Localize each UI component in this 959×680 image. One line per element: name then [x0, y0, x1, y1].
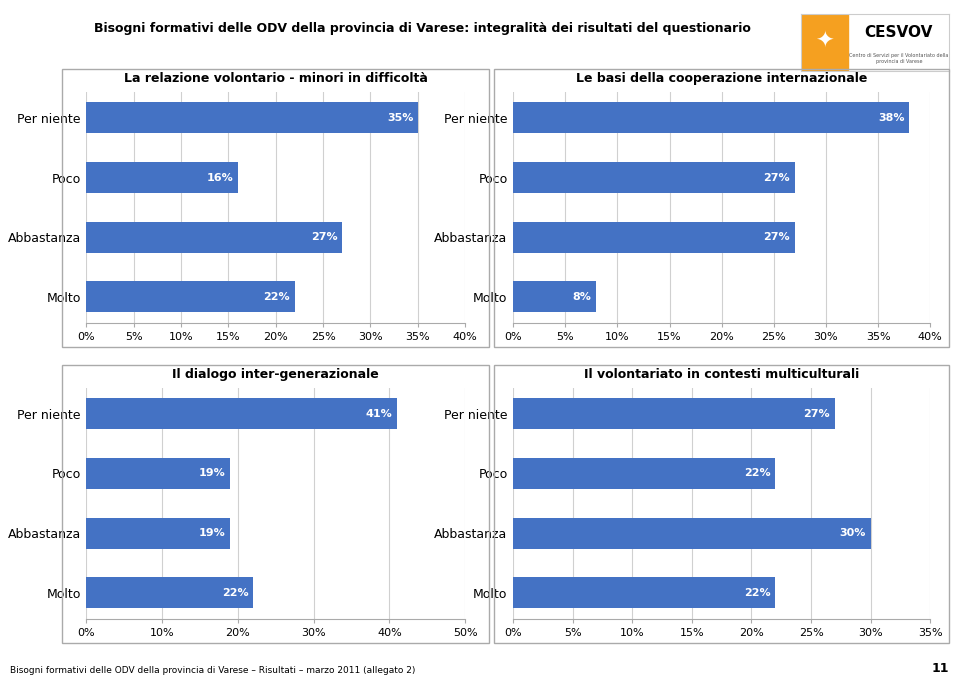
Text: 27%: 27%: [804, 409, 830, 419]
Text: 22%: 22%: [222, 588, 248, 598]
Text: 8%: 8%: [573, 292, 592, 302]
Text: 27%: 27%: [763, 233, 789, 242]
Bar: [513, 162, 795, 193]
Text: 16%: 16%: [206, 173, 233, 182]
Text: Bisogni formativi delle ODV della provincia di Varese – Risultati – marzo 2011 (: Bisogni formativi delle ODV della provin…: [10, 666, 415, 675]
Text: Centro di Servizi per il Volontariato della provincia di Varese: Centro di Servizi per il Volontariato de…: [849, 53, 948, 64]
Text: CESVOV: CESVOV: [865, 24, 933, 39]
Text: 35%: 35%: [386, 113, 413, 123]
Bar: [513, 577, 775, 609]
Title: Il volontariato in contesti multiculturali: Il volontariato in contesti multicultura…: [584, 368, 859, 381]
Text: 38%: 38%: [877, 113, 904, 123]
Text: 19%: 19%: [199, 469, 225, 478]
Bar: [513, 517, 871, 549]
Text: 41%: 41%: [365, 409, 392, 419]
Text: 11: 11: [932, 662, 949, 675]
Text: 30%: 30%: [839, 528, 866, 538]
Text: 19%: 19%: [199, 528, 225, 538]
Bar: [86, 102, 418, 133]
Bar: [513, 222, 795, 253]
Bar: [86, 458, 230, 489]
Bar: [86, 282, 294, 313]
Title: Le basi della cooperazione internazionale: Le basi della cooperazione internazional…: [576, 72, 867, 85]
Bar: [513, 458, 775, 489]
Bar: [801, 14, 849, 71]
Bar: [86, 577, 253, 609]
Text: ✦: ✦: [815, 31, 834, 52]
Bar: [86, 398, 397, 429]
Bar: [86, 162, 238, 193]
Bar: [86, 517, 230, 549]
Bar: [513, 398, 835, 429]
Text: 22%: 22%: [743, 469, 770, 478]
Text: 27%: 27%: [763, 173, 789, 182]
Title: Il dialogo inter-generazionale: Il dialogo inter-generazionale: [173, 368, 379, 381]
Text: 22%: 22%: [743, 588, 770, 598]
Text: Bisogni formativi delle ODV della provincia di Varese: integralità dei risultati: Bisogni formativi delle ODV della provin…: [94, 22, 750, 35]
Text: 22%: 22%: [264, 292, 291, 302]
Bar: [513, 102, 909, 133]
Bar: [513, 282, 596, 313]
Text: 27%: 27%: [311, 233, 338, 242]
Title: La relazione volontario - minori in difficoltà: La relazione volontario - minori in diff…: [124, 72, 428, 85]
Bar: [86, 222, 342, 253]
